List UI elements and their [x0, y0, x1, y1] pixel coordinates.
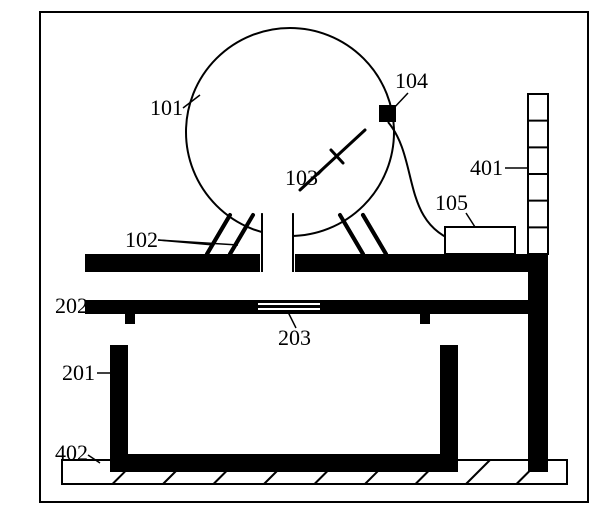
svg-text:401: 401 — [470, 155, 503, 180]
svg-text:201: 201 — [62, 360, 95, 385]
svg-text:105: 105 — [435, 190, 468, 215]
wire — [388, 122, 460, 243]
mid-plate-foot-left — [125, 314, 135, 324]
u-container — [110, 345, 458, 472]
sphere-bottom-mask — [263, 230, 292, 256]
top-platform-right-redraw — [295, 254, 539, 272]
right-post-lower-redraw — [528, 254, 548, 472]
svg-text:203: 203 — [278, 325, 311, 350]
v-strut-redraw — [340, 215, 363, 254]
label-104: 104 — [392, 68, 428, 110]
v-strut-redraw — [363, 215, 386, 254]
svg-text:202: 202 — [55, 293, 88, 318]
svg-text:103: 103 — [285, 165, 318, 190]
mid-plate — [85, 300, 539, 314]
top-platform-left-redraw — [85, 254, 260, 272]
label-201: 201 — [62, 360, 118, 385]
mid-plate-foot-right — [420, 314, 430, 324]
label-401: 401 — [470, 155, 528, 180]
svg-text:104: 104 — [395, 68, 428, 93]
label-105: 105 — [435, 190, 475, 227]
control-box — [445, 227, 515, 254]
label-202: 202 — [55, 293, 110, 318]
svg-text:402: 402 — [55, 440, 88, 465]
label-203: 203 — [278, 312, 311, 350]
svg-text:102: 102 — [125, 227, 158, 252]
v-strut-redraw — [207, 215, 230, 254]
svg-text:101: 101 — [150, 95, 183, 120]
